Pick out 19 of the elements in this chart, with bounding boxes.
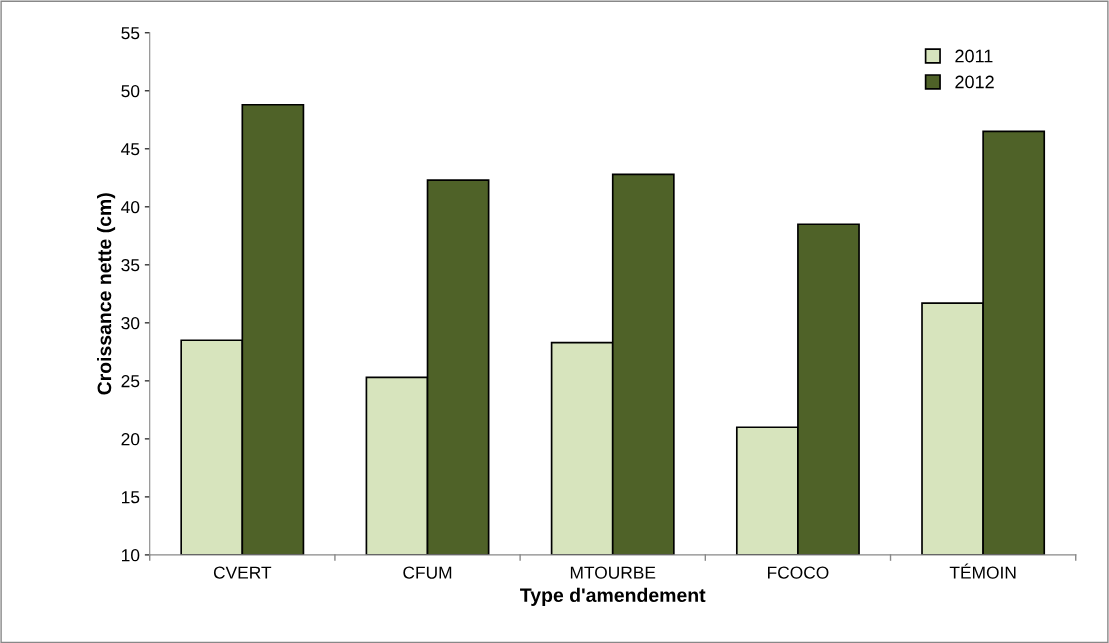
x-tick-label: TÉMOIN: [949, 563, 1016, 579]
legend-label: 2011: [955, 49, 993, 63]
x-axis-title: Type d'amendement: [520, 587, 706, 606]
y-tick-label: 40: [121, 201, 140, 214]
x-tick-label: FCOCO: [768, 566, 829, 579]
y-tick-label: 45: [121, 143, 140, 156]
y-tick-label: 20: [121, 433, 140, 446]
y-tick-label: 35: [121, 259, 140, 272]
x-tick-label: CFUM: [403, 566, 452, 579]
legend-label: 2012: [955, 75, 994, 89]
x-tick-label: CVERT: [213, 566, 272, 579]
y-axis-title: Croissance nette (cm): [97, 193, 116, 395]
y-tick-label: 15: [122, 491, 140, 504]
y-tick-label: 55: [121, 27, 140, 40]
y-tick-label: 50: [121, 84, 140, 98]
y-tick-label: 25: [121, 375, 140, 388]
y-tick-label: 30: [121, 317, 140, 330]
y-tick-label: 10: [122, 549, 140, 562]
x-tick-label: MTOURBE: [570, 566, 656, 579]
